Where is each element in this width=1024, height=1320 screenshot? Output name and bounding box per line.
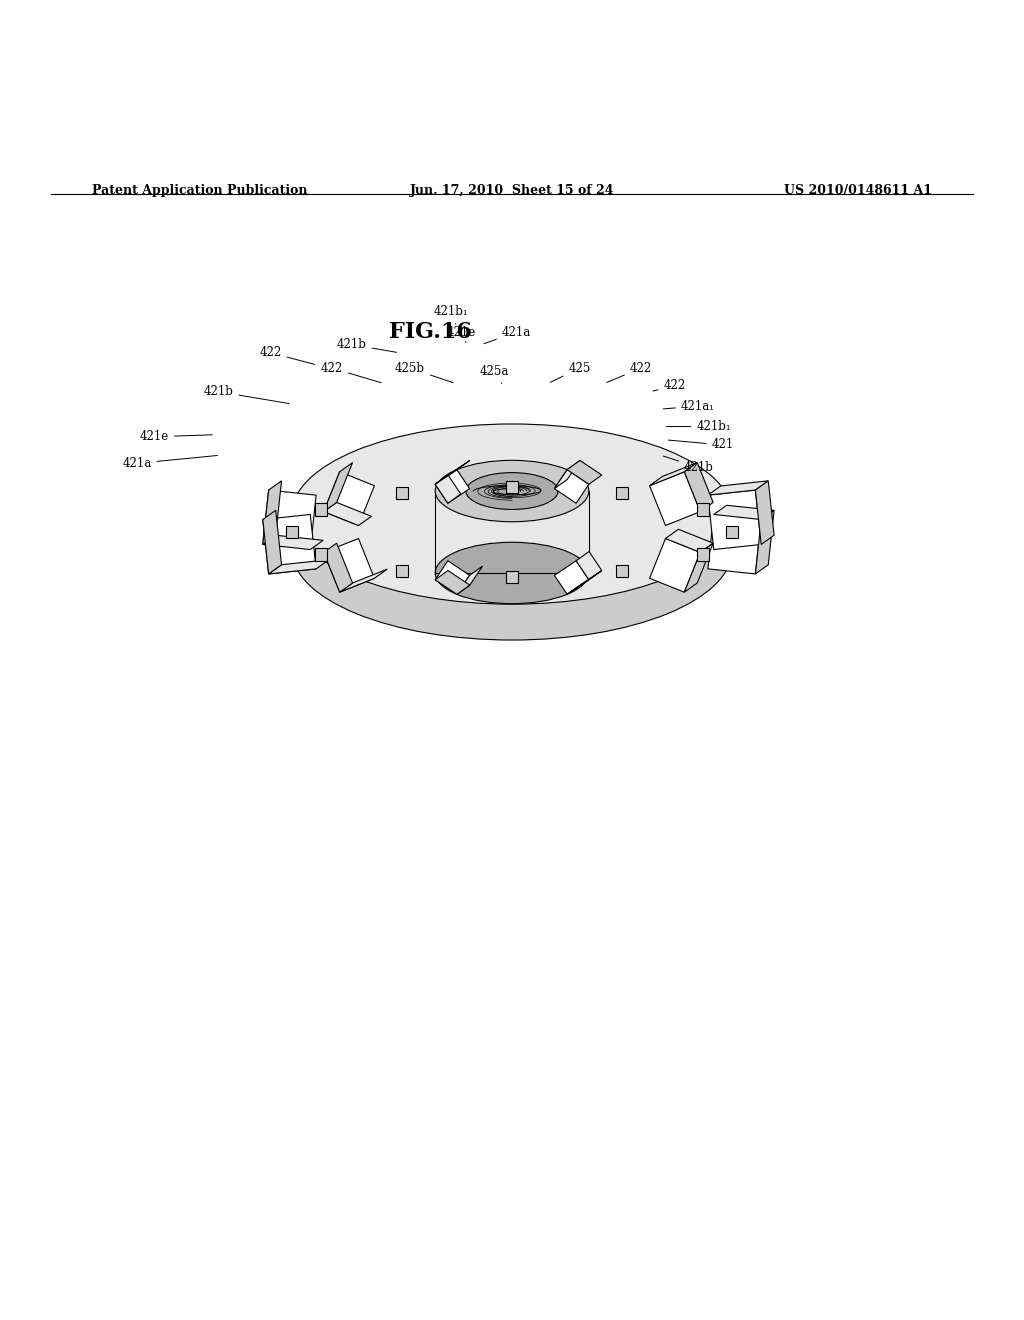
Polygon shape [649,462,697,486]
Polygon shape [708,515,761,574]
Polygon shape [649,471,700,525]
Polygon shape [684,462,713,512]
Text: 422: 422 [653,379,686,392]
Text: Jun. 17, 2010  Sheet 15 of 24: Jun. 17, 2010 Sheet 15 of 24 [410,183,614,197]
Text: 421e: 421e [446,326,475,343]
Polygon shape [324,543,352,593]
Polygon shape [263,515,316,574]
Polygon shape [756,480,774,544]
Polygon shape [435,470,470,503]
Polygon shape [315,503,328,516]
Polygon shape [554,461,580,488]
Ellipse shape [466,473,558,510]
Text: 425a: 425a [480,364,509,384]
Polygon shape [263,490,316,549]
Text: US 2010/0148611 A1: US 2010/0148611 A1 [783,183,932,197]
Polygon shape [567,461,602,484]
Polygon shape [286,525,298,539]
Ellipse shape [292,459,732,640]
Text: 421b₁: 421b₁ [433,305,468,325]
Polygon shape [268,560,329,574]
Text: 421a: 421a [122,455,217,470]
Polygon shape [435,561,470,594]
Text: 421a: 421a [484,326,531,343]
Polygon shape [396,487,409,499]
Polygon shape [649,539,700,593]
Polygon shape [708,480,768,495]
Polygon shape [666,529,713,552]
Polygon shape [714,506,774,520]
Text: 421b₁: 421b₁ [667,420,731,433]
Polygon shape [615,565,628,577]
Polygon shape [696,548,709,561]
Text: 421b: 421b [664,455,714,474]
Polygon shape [577,552,602,579]
Polygon shape [684,543,713,593]
Polygon shape [554,470,589,503]
Polygon shape [324,462,352,512]
Polygon shape [324,503,372,525]
Polygon shape [708,490,761,549]
Polygon shape [696,503,709,516]
Text: 425b: 425b [395,362,453,383]
Polygon shape [435,491,589,573]
Text: 421b: 421b [204,385,289,404]
Text: 421a₁: 421a₁ [664,400,715,413]
Polygon shape [324,539,375,593]
Polygon shape [457,566,482,594]
Text: 421: 421 [669,438,734,451]
Polygon shape [315,548,328,561]
Polygon shape [554,561,589,594]
Text: 422: 422 [321,362,381,383]
Ellipse shape [292,424,732,605]
Polygon shape [435,570,470,594]
Polygon shape [263,535,324,549]
Polygon shape [340,569,387,593]
Text: FIG.16: FIG.16 [389,321,471,343]
Polygon shape [396,565,409,577]
Polygon shape [506,572,518,583]
Polygon shape [726,525,738,539]
Ellipse shape [435,461,589,521]
Polygon shape [263,511,282,574]
Polygon shape [756,511,774,574]
Polygon shape [616,487,629,499]
Text: Patent Application Publication: Patent Application Publication [92,183,307,197]
Text: 421e: 421e [139,430,212,444]
Polygon shape [435,475,461,503]
Text: 422: 422 [607,362,652,383]
Text: 422: 422 [259,346,314,364]
Text: 425: 425 [550,362,591,383]
Polygon shape [324,471,375,525]
Ellipse shape [435,543,589,603]
Polygon shape [567,570,602,594]
Polygon shape [506,480,518,494]
Text: 421b: 421b [337,338,396,352]
Polygon shape [435,461,470,484]
Polygon shape [263,480,282,544]
